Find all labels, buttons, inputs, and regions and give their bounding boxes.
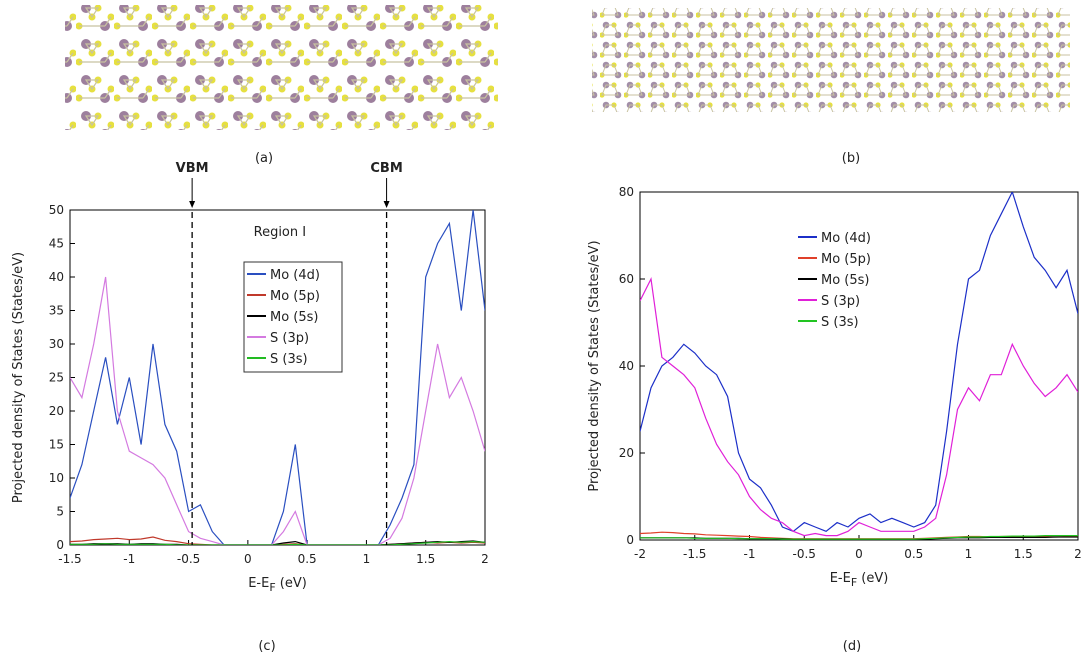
y-tick-label: 15: [49, 438, 64, 452]
legend-label: Mo (5p): [270, 289, 320, 304]
legend-label: S (3p): [821, 294, 860, 309]
legend-label: Mo (4d): [270, 268, 320, 283]
x-tick-label: 2: [1074, 547, 1081, 561]
y-tick-label: 20: [619, 446, 634, 460]
y-axis-title: Projected density of States (States/eV): [11, 252, 26, 503]
legend-label: S (3s): [821, 315, 859, 330]
legend-label: Mo (5s): [821, 273, 870, 288]
x-tick-label: -1: [123, 552, 135, 566]
y-tick-label: 60: [619, 272, 634, 286]
legend-label: Mo (4d): [821, 231, 871, 246]
legend-label: Mo (5s): [270, 310, 319, 325]
x-tick-label: -0.5: [177, 552, 200, 566]
marker-arrowhead: [384, 201, 390, 208]
x-tick-label: 0.5: [904, 547, 923, 561]
x-tick-label: 1: [965, 547, 973, 561]
y-tick-label: 40: [49, 270, 64, 284]
x-tick-label: 2: [481, 552, 489, 566]
x-tick-label: -1: [744, 547, 756, 561]
figure: (a) (b) (c) (d) 05101520253035404550-1.5…: [0, 0, 1081, 658]
x-tick-label: 0: [855, 547, 863, 561]
x-axis-title-main: E-E: [248, 576, 269, 591]
x-axis-title-tail: (eV): [276, 576, 307, 591]
x-axis-title-tail: (eV): [857, 571, 888, 586]
y-tick-label: 0: [56, 538, 64, 552]
panel-label: (d): [843, 639, 861, 654]
x-axis-title: E-EF (eV): [248, 576, 307, 594]
legend-label: S (3s): [270, 352, 308, 367]
x-tick-label: -2: [634, 547, 646, 561]
series-line: [70, 210, 485, 545]
y-tick-label: 50: [49, 203, 64, 217]
x-tick-label: -0.5: [793, 547, 816, 561]
y-axis-title: Projected density of States (States/eV): [587, 240, 602, 491]
marker-label: CBM: [370, 161, 402, 176]
marker-arrowhead: [189, 201, 195, 208]
legend-label: S (3p): [270, 331, 309, 346]
x-tick-label: 0.5: [298, 552, 317, 566]
y-tick-label: 0: [626, 533, 634, 547]
y-tick-label: 30: [49, 337, 64, 351]
x-tick-label: 1: [363, 552, 371, 566]
y-tick-label: 25: [49, 371, 64, 385]
x-axis-title-main: E-E: [830, 571, 851, 586]
y-tick-label: 5: [56, 505, 64, 519]
y-tick-label: 20: [49, 404, 64, 418]
x-tick-label: 1.5: [416, 552, 435, 566]
panel-label: (b): [842, 151, 860, 166]
annotation: Region I: [254, 225, 306, 240]
panel-label: (c): [258, 639, 275, 654]
structure-b: [592, 8, 1070, 112]
x-tick-label: 0: [244, 552, 252, 566]
y-tick-label: 45: [49, 237, 64, 251]
x-tick-label: -1.5: [58, 552, 81, 566]
y-tick-label: 80: [619, 185, 634, 199]
y-tick-label: 35: [49, 304, 64, 318]
x-tick-label: 1.5: [1014, 547, 1033, 561]
panel-label: (a): [255, 151, 273, 166]
x-axis-title: E-EF (eV): [830, 571, 889, 589]
series-line: [640, 279, 1078, 536]
y-tick-label: 10: [49, 471, 64, 485]
structure-a: [65, 5, 498, 130]
x-tick-label: -1.5: [683, 547, 706, 561]
legend-label: Mo (5p): [821, 252, 871, 267]
y-tick-label: 40: [619, 359, 634, 373]
plot-frame: [70, 210, 485, 545]
marker-label: VBM: [176, 161, 209, 176]
